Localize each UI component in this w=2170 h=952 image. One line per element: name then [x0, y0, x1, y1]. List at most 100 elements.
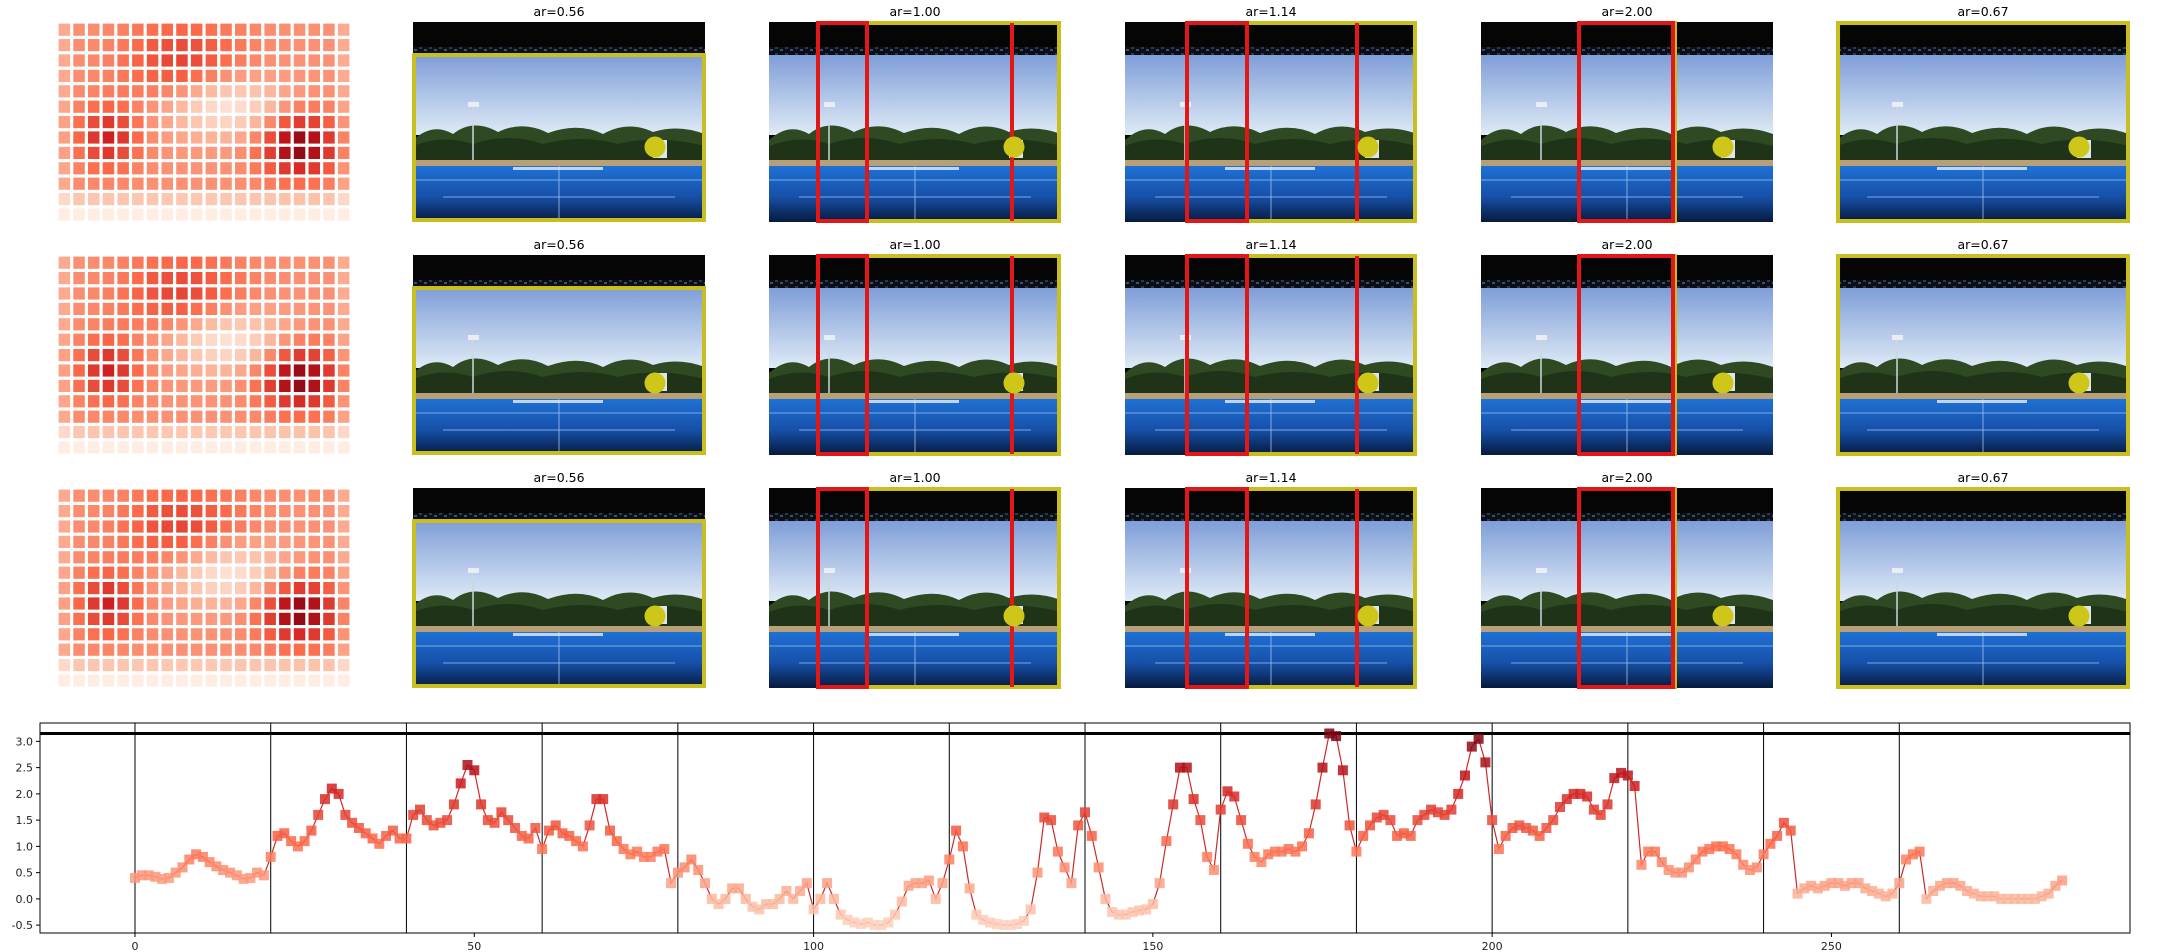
heatmap-cell	[161, 426, 173, 439]
heatmap-cell	[117, 39, 129, 52]
data-point	[1242, 838, 1253, 849]
heatmap-cell	[205, 116, 218, 129]
heatmap-cell	[176, 520, 188, 533]
heatmap-cell	[117, 659, 129, 672]
heatmap-cell	[132, 441, 144, 454]
data-point	[1344, 820, 1355, 831]
heatmap-cell	[337, 612, 350, 625]
heatmap-cell	[190, 177, 203, 190]
photo-panel: ar=0.56	[412, 470, 706, 689]
heatmap-cell	[132, 364, 144, 377]
heatmap-cell	[132, 146, 144, 159]
heatmap-cell	[308, 395, 320, 408]
heatmap-cell	[146, 146, 159, 159]
heatmap-cell	[293, 39, 306, 52]
heatmap-cell	[58, 54, 71, 67]
heatmap-cell	[73, 643, 85, 656]
data-point	[1032, 867, 1043, 878]
data-point	[1962, 886, 1973, 896]
heatmap-cell	[337, 333, 350, 346]
heatmap-cell	[58, 69, 71, 82]
heatmap-cell	[220, 318, 232, 331]
heatmap-cell	[88, 69, 100, 82]
panel-title: ar=1.00	[889, 237, 940, 252]
photo-panel: ar=2.00	[1480, 237, 1774, 456]
heatmap-cell	[205, 395, 218, 408]
heatmap-cell	[102, 302, 115, 315]
heatmap-cell	[117, 256, 129, 269]
heatmap-cell	[117, 162, 129, 175]
heatmap-cell	[146, 520, 159, 533]
heatmap-cell	[308, 566, 320, 579]
heatmap-cell	[337, 597, 350, 610]
heatmap-cell	[235, 208, 247, 221]
heatmap-cell	[58, 566, 71, 579]
data-point	[394, 833, 405, 844]
heatmap-cell	[279, 116, 291, 129]
data-point	[2002, 893, 2013, 904]
data-point	[428, 820, 439, 831]
heatmap-cell	[235, 505, 247, 518]
data-point	[618, 844, 629, 854]
heatmap-cell	[323, 177, 335, 190]
x-tick-label: 200	[1482, 940, 1503, 952]
heatmap-cell	[308, 54, 320, 67]
data-point	[638, 851, 649, 862]
heatmap-cell	[220, 364, 232, 377]
heatmap-cell	[88, 193, 100, 206]
data-point	[462, 760, 473, 770]
heatmap-cell	[308, 505, 320, 518]
heatmap-cell	[279, 85, 291, 98]
data-point	[1208, 865, 1219, 875]
heatmap-cell	[205, 426, 218, 439]
heatmap-cell	[337, 131, 350, 144]
heatmap-cell	[132, 628, 144, 641]
heatmap-cell	[102, 505, 115, 518]
data-point	[225, 867, 235, 878]
data-point	[1541, 823, 1552, 833]
data-point	[1568, 788, 1579, 799]
heatmap-cell	[132, 426, 144, 439]
heatmap-cell	[73, 410, 85, 423]
data-point	[170, 867, 181, 878]
heatmap-cell	[308, 193, 320, 206]
heatmap-cell	[323, 441, 335, 454]
saliency-heatmap-row3	[58, 489, 350, 687]
heatmap-cell	[279, 505, 291, 518]
heatmap-cell	[58, 364, 71, 377]
heatmap-cell	[146, 256, 159, 269]
data-point	[157, 873, 168, 884]
data-point	[978, 914, 989, 925]
stadium-photo	[1124, 487, 1418, 689]
data-point	[1643, 846, 1654, 857]
data-point	[1365, 820, 1375, 831]
heatmap-cell	[102, 379, 115, 392]
score-line-chart: 0 50 100 150 200 250 -0.5 0.0 0.5 1.0 1.5 2.0 2.5 3.0	[12, 722, 2131, 952]
heatmap-cell	[323, 287, 335, 300]
heatmap-cell	[308, 333, 320, 346]
data-point	[2050, 880, 2061, 891]
heatmap-cell	[88, 441, 100, 454]
heatmap-cell	[102, 597, 115, 610]
data-point	[353, 823, 364, 833]
panel-title: ar=2.00	[1601, 470, 1652, 485]
heatmap-cell	[337, 193, 350, 206]
heatmap-cell	[323, 100, 335, 113]
heatmap-cell	[190, 349, 203, 362]
heatmap-cell	[220, 379, 232, 392]
photo-panel: ar=1.14	[1124, 237, 1418, 456]
heatmap-cell	[190, 441, 203, 454]
photo-panel: ar=1.14	[1124, 470, 1418, 689]
data-point	[1324, 728, 1335, 739]
heatmap-cell	[323, 69, 335, 82]
heatmap-cell	[102, 208, 115, 221]
heatmap-cell	[132, 612, 144, 625]
heatmap-cell	[293, 674, 306, 687]
heatmap-cell	[132, 272, 144, 285]
heatmap-cell	[161, 505, 173, 518]
heatmap-cell	[220, 131, 232, 144]
y-tick-label: 1.5	[16, 814, 34, 827]
heatmap-cell	[190, 582, 203, 595]
heatmap-cell	[264, 379, 276, 392]
heatmap-cell	[249, 505, 262, 518]
